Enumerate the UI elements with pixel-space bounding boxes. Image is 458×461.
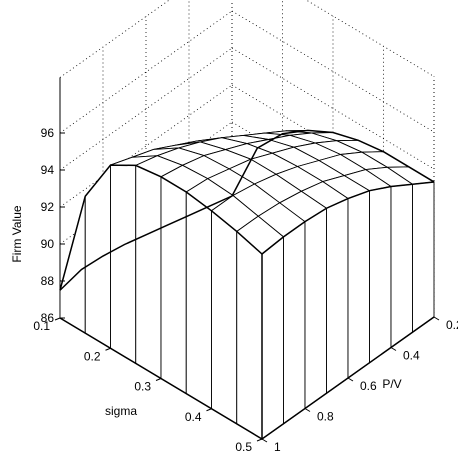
skirt-cell [390,183,413,349]
surface-edge [231,129,435,197]
z-tick-label: 88 [41,274,55,288]
surface-mesh [59,129,435,440]
tick-mark [433,316,440,321]
y-tick-label: 1 [274,440,281,454]
skirt-cell [211,209,238,425]
x-tick-label: 0.1 [33,319,50,333]
tick-mark [155,378,162,381]
y-tick-label: 0.8 [317,410,334,424]
skirt-cell [185,191,212,410]
tick-mark [304,408,311,412]
skirt-cell [304,207,327,410]
z-tick-label: 90 [41,237,55,251]
skirt-cell [326,197,349,395]
grid-line [231,10,435,133]
tick-mark [54,317,61,321]
skirt-cell [412,181,435,334]
z-tick-label: 92 [41,200,55,214]
y-tick-label: 0.6 [360,379,377,393]
z-tick-label: 94 [41,163,55,177]
y-tick-label: 0.4 [403,349,420,363]
skirt-cell [160,176,187,395]
tick-mark [206,408,212,412]
box-edge [59,0,170,78]
z-axis-label: Firm Value [10,205,24,262]
skirt-cell [135,164,162,380]
surface-edge [59,164,263,291]
y-tick-label: 0.2 [446,318,458,332]
skirt-cell [283,220,306,425]
x-axis-label: sigma [105,404,137,418]
x-tick-label: 0.3 [134,380,151,394]
skirt-cell [261,235,284,440]
tick-mark [347,377,354,382]
x-tick-label: 0.2 [84,349,101,363]
grid-line [231,47,435,170]
skirt-cell [110,164,137,365]
tick-mark [390,347,397,351]
skirt-cell [59,196,86,334]
z-tick-label: 96 [41,126,55,140]
tick-mark [261,438,268,443]
tick-mark [105,347,111,351]
x-tick-label: 0.4 [185,410,202,424]
skirt-cell [347,190,370,379]
surface-edge [261,181,435,255]
skirt-cell [236,230,263,440]
tick-mark [256,438,263,442]
z-tick-label: 86 [41,311,55,325]
skirt-cell [369,186,392,364]
x-tick-label: 0.5 [235,440,252,454]
y-axis-label: P/V [382,377,401,391]
box-edge [305,0,435,77]
surface-edge [59,195,233,291]
tick-labels: 86 88 90 92 94 96 0.1 0.2 0.3 0.4 0.5 0.2 0.4 0.6 0.8 1 [33,126,458,454]
